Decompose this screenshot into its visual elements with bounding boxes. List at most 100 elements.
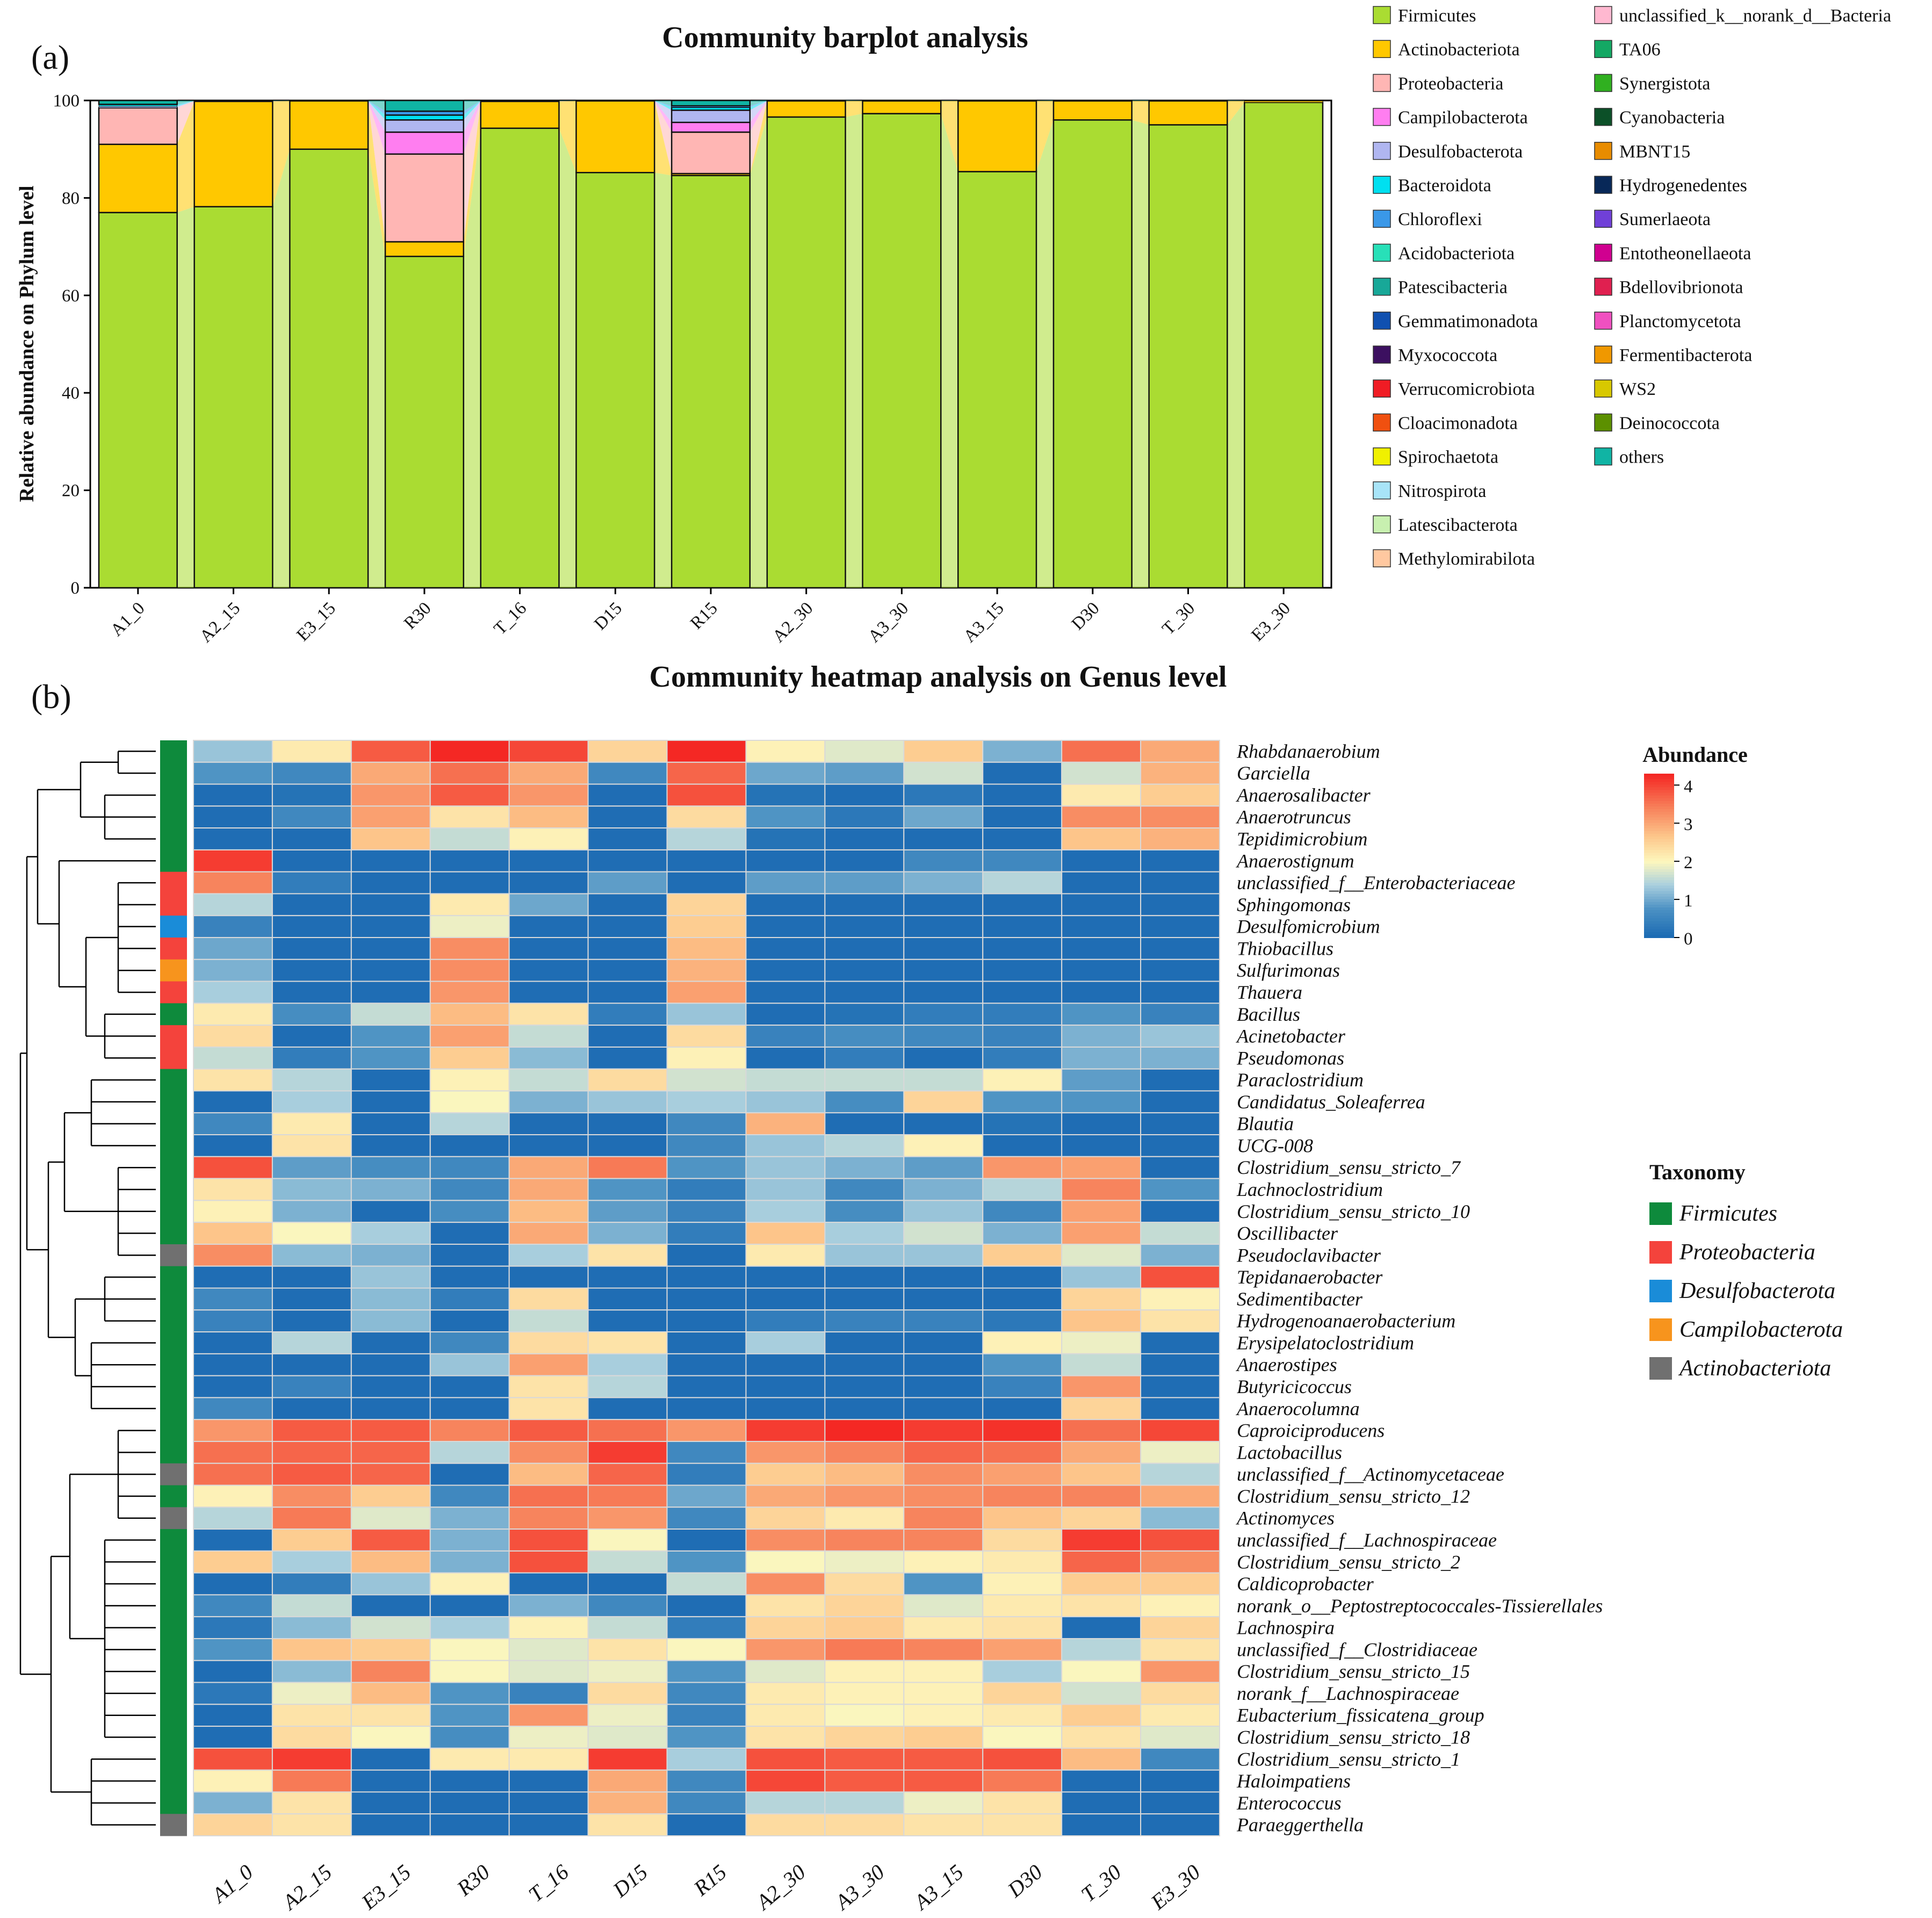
heatmap-cell — [666, 1506, 747, 1530]
heatmap-cell — [982, 783, 1063, 807]
heatmap-cell — [745, 1265, 826, 1289]
taxonomy-strip-cell — [160, 1178, 187, 1201]
taxonomy-strip-cell — [160, 1463, 187, 1486]
heatmap-row-thiobacillus: Thiobacillus — [160, 937, 1333, 960]
heatmap-cell — [429, 1090, 510, 1114]
row-label: Eubacterium_fissicatena_group — [1236, 1705, 1484, 1726]
colorbar-step — [1644, 875, 1674, 878]
heatmap-cell — [271, 1309, 352, 1333]
heatmap-cell — [666, 1419, 747, 1442]
heatmap-row-acinetobacter: Acinetobacter — [160, 1025, 1346, 1048]
heatmap-cell — [271, 1112, 352, 1136]
heatmap-cell — [1140, 1528, 1220, 1552]
heatmap-cell — [745, 980, 826, 1004]
heatmap-cell — [271, 827, 352, 850]
heatmap-cell — [508, 1112, 589, 1136]
heatmap-cell — [193, 827, 273, 850]
heatmap-cell — [1140, 1594, 1220, 1618]
bar-segment-firmicutes — [766, 116, 846, 589]
row-label: Anaerotruncus — [1236, 806, 1351, 828]
colorbar-step — [1644, 902, 1674, 905]
heatmap-cell — [429, 958, 510, 982]
transition-band-others — [654, 100, 672, 106]
colorbar-step — [1644, 861, 1674, 864]
y-tick-label: 20 — [62, 481, 80, 501]
taxonomy-strip-cell — [160, 1288, 187, 1310]
heatmap-cell — [271, 805, 352, 829]
heatmap-cell — [587, 1243, 668, 1267]
heatmap-cell — [429, 1769, 510, 1793]
heatmap-cell — [824, 827, 905, 850]
heatmap-cell — [429, 1156, 510, 1179]
heatmap-cell — [193, 1134, 273, 1157]
heatmap-cell — [903, 1791, 984, 1815]
transition-band-bacteroidota — [749, 100, 767, 111]
heatmap-cell — [350, 893, 431, 917]
heatmap-cell — [271, 1178, 352, 1201]
heatmap-cell — [666, 1397, 747, 1421]
legend-swatch — [1373, 6, 1391, 24]
heatmap-cell — [824, 1616, 905, 1639]
colorbar-step — [1644, 877, 1674, 881]
heatmap-cell — [508, 1156, 589, 1179]
heatmap-cell — [745, 1331, 826, 1354]
heatmap-cell — [1061, 1222, 1142, 1245]
heatmap-cell — [745, 1506, 826, 1530]
heatmap-cell — [508, 1682, 589, 1705]
bar-segment-actinobacteriota — [1052, 100, 1133, 121]
transition-band-others — [749, 100, 767, 106]
heatmap-cell — [587, 1112, 668, 1136]
bar-a2-15 — [193, 100, 273, 589]
colorbar-step — [1644, 803, 1674, 807]
heatmap-row-lachnospira: Lachnospira — [160, 1616, 1335, 1639]
heatmap-cell — [903, 1572, 984, 1596]
row-label: Clostridium_sensu_stricto_2 — [1237, 1551, 1460, 1573]
heatmap-cell — [1061, 761, 1142, 785]
heatmap-row-tepidanaerobacter: Tepidanaerobacter — [160, 1265, 1383, 1289]
heatmap-cell — [903, 827, 984, 850]
transition-band-desulfobacterota — [177, 100, 194, 108]
heatmap-cell — [350, 1419, 431, 1442]
heatmap-cell — [587, 1594, 668, 1618]
heatmap-cell — [429, 849, 510, 873]
heatmap-cell — [587, 1638, 668, 1661]
heatmap-cell — [824, 849, 905, 873]
heatmap-cell — [982, 1265, 1063, 1289]
heatmap-cell — [429, 1112, 510, 1136]
heatmap-cell — [982, 1440, 1063, 1464]
heatmap-cell — [666, 1200, 747, 1223]
heatmap-row-clostridium-sensu-stricto-10: Clostridium_sensu_stricto_10 — [160, 1200, 1470, 1223]
heatmap-cell — [587, 1419, 668, 1442]
heatmap-cell — [271, 1265, 352, 1289]
legend-label: Entotheonellaeota — [1619, 243, 1751, 263]
legend-swatch — [1373, 210, 1391, 228]
heatmap-cell — [508, 1265, 589, 1289]
row-label: Sphingomonas — [1237, 894, 1351, 915]
bar-segment-actinobacteriota — [766, 100, 846, 118]
transition-band-actinobacteriota — [845, 100, 863, 117]
heatmap-cell — [1140, 1090, 1220, 1114]
heatmap-cell — [1061, 1726, 1142, 1749]
heatmap-cell — [745, 1046, 826, 1070]
heatmap-cell — [982, 1528, 1063, 1552]
row-label: Acinetobacter — [1236, 1026, 1346, 1047]
heatmap-row-clostridium-sensu-stricto-15: Clostridium_sensu_stricto_15 — [160, 1660, 1470, 1683]
heatmap-cell — [587, 1704, 668, 1727]
taxonomy-strip-cell — [160, 1244, 187, 1267]
heatmap-cell — [587, 1134, 668, 1157]
transition-band-desulfobacterota — [368, 100, 386, 132]
legend-swatch — [1594, 447, 1612, 466]
row-label: unclassified_f__Lachnospiraceae — [1237, 1529, 1497, 1551]
bar-segment-firmicutes — [1244, 102, 1324, 589]
heatmap-cell — [508, 805, 589, 829]
heatmap-row-paraclostridium: Paraclostridium — [160, 1068, 1364, 1092]
heatmap-cell — [824, 1222, 905, 1245]
heatmap-cell — [824, 1112, 905, 1136]
heatmap-cell — [587, 1046, 668, 1070]
heatmap-cell — [271, 849, 352, 873]
transition-band-others — [463, 100, 481, 111]
heatmap-cell — [666, 1309, 747, 1333]
row-label: Enterococcus — [1236, 1792, 1342, 1814]
legend-label: Actinobacteriota — [1398, 40, 1520, 60]
